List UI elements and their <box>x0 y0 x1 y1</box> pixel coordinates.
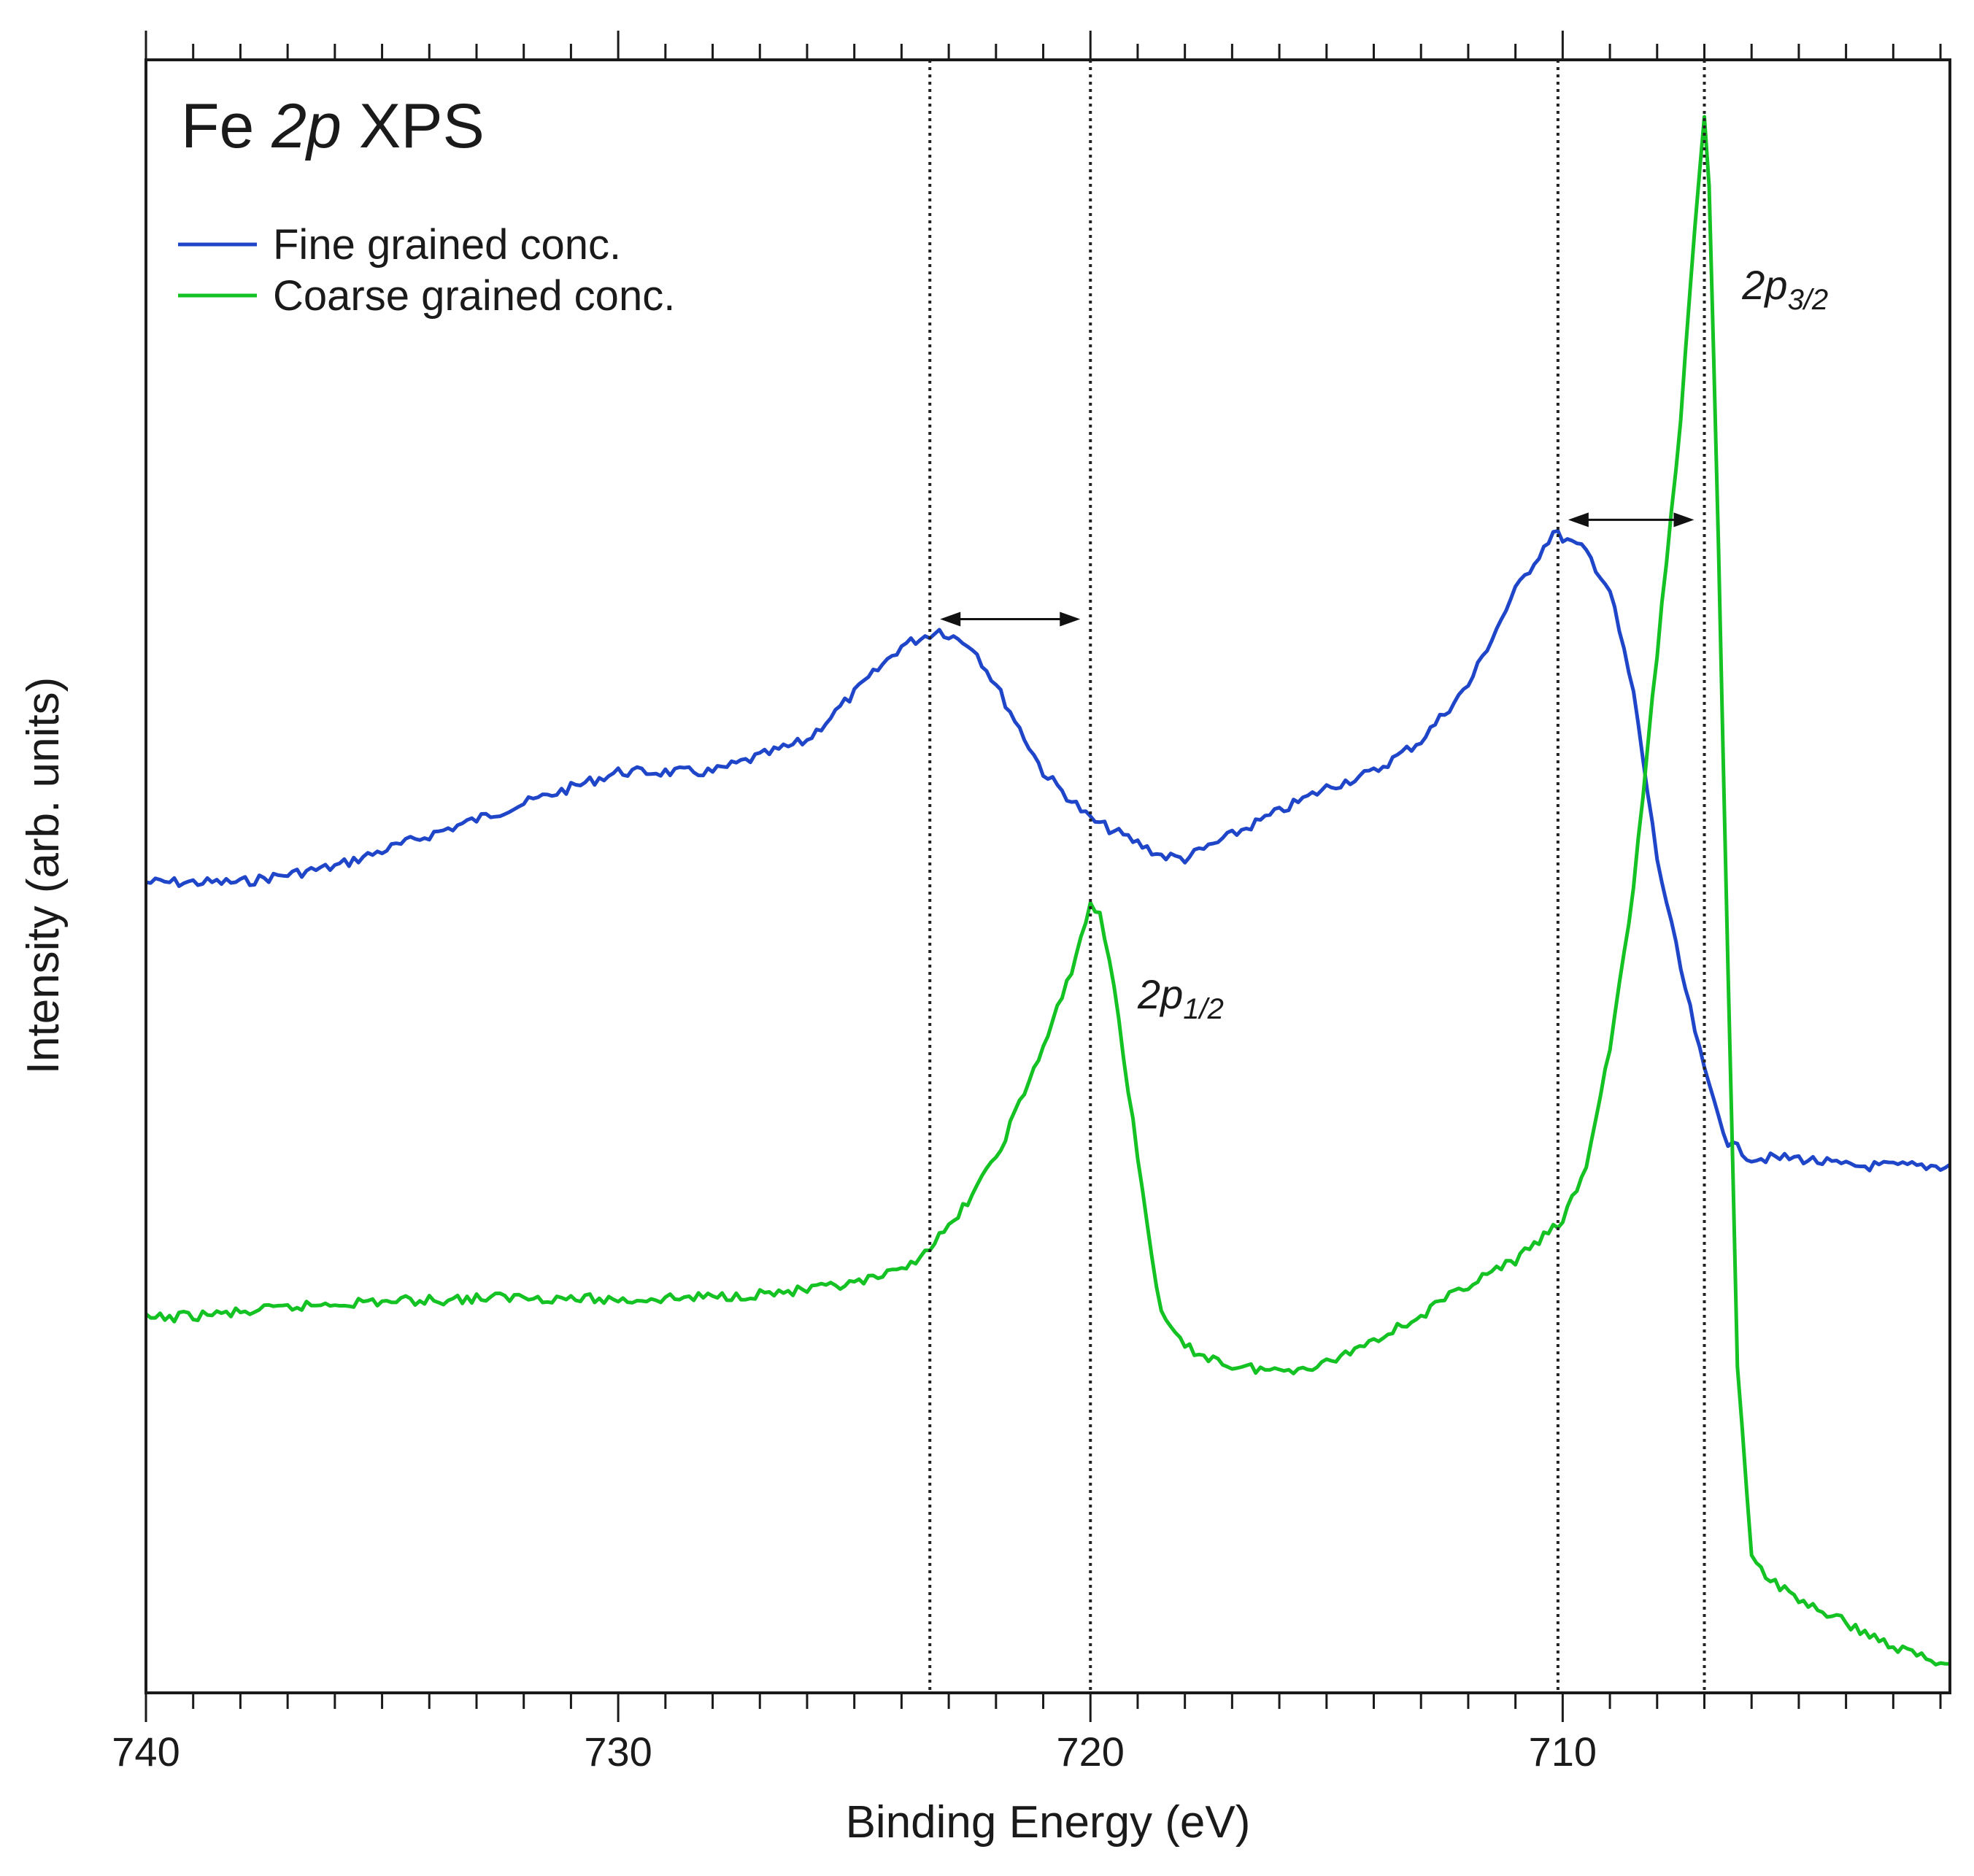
x-tick-label: 740 <box>112 1729 180 1775</box>
x-tick-label: 710 <box>1529 1729 1597 1775</box>
shift-arrow-head-right-1 <box>1673 512 1695 528</box>
x-axis-title: Binding Energy (eV) <box>846 1797 1251 1848</box>
x-tick-labels: 740 730 720 710 <box>112 1729 1597 1775</box>
reference-lines-layer <box>928 60 1706 1693</box>
chart-title-prefix: Fe <box>181 91 271 161</box>
peak-label-3-2: 2p3/2 <box>1741 262 1828 316</box>
chart-title-suffix: XPS <box>342 91 485 161</box>
x-tick-label: 730 <box>584 1729 652 1775</box>
y-axis-title: Intensity (arb. units) <box>18 677 69 1074</box>
shift-arrow-head-left-1 <box>1568 512 1589 528</box>
x-tick-label: 720 <box>1057 1729 1125 1775</box>
peak-label-1-2: 2p1/2 <box>1137 971 1224 1025</box>
shift-arrows-layer <box>940 512 1695 627</box>
legend-label-coarse: Coarse grained conc. <box>273 272 675 320</box>
chart-title-italic: 2p <box>271 91 342 161</box>
peak-annotations: 2p3/2 2p1/2 <box>1137 262 1828 1025</box>
legend-label-fine: Fine grained conc. <box>273 221 621 269</box>
data-series-layer <box>144 115 1951 1667</box>
shift-arrow-head-left-0 <box>940 611 961 627</box>
series-line-coarse-grained <box>144 115 1951 1667</box>
shift-arrow-head-right-0 <box>1060 611 1081 627</box>
chart-title: Fe 2p XPS <box>181 91 485 161</box>
axis-ticks-layer <box>144 31 1942 1722</box>
legend: Fine grained conc. Coarse grained conc. <box>178 221 675 320</box>
plot-frame <box>144 58 1951 1694</box>
series-line-fine-grained <box>145 529 1951 1173</box>
